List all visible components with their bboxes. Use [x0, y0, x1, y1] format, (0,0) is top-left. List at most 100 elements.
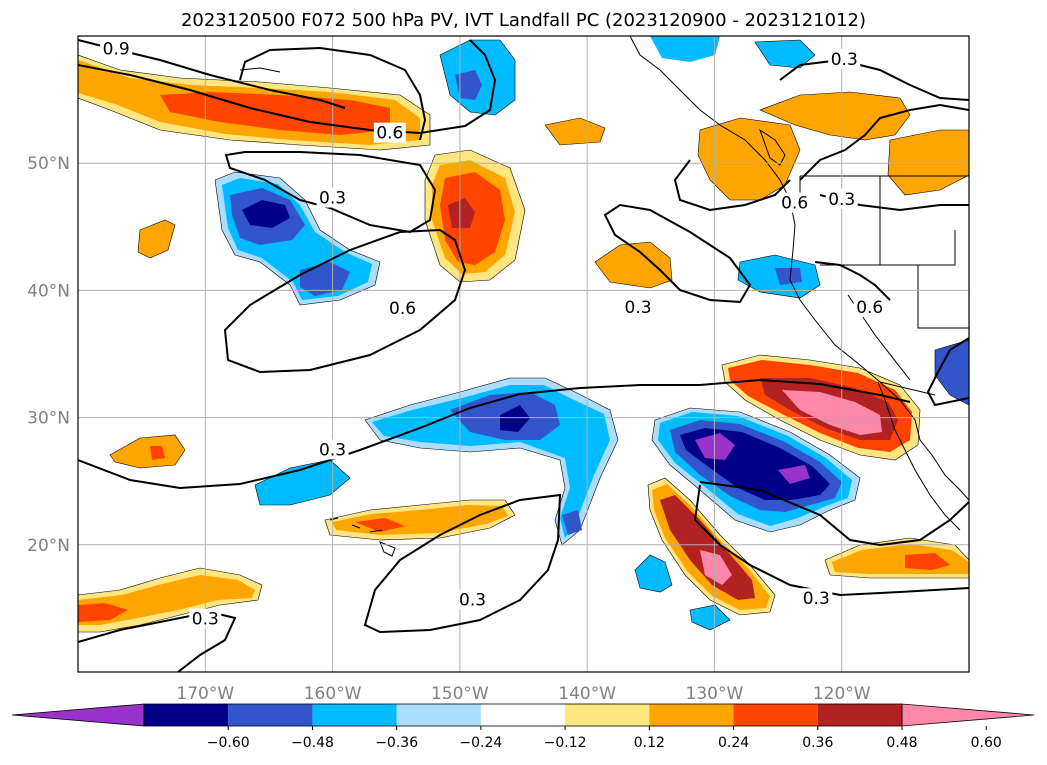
colorbar-tick-label: −0.24: [459, 735, 502, 751]
colorbar-tick-label: 0.12: [634, 735, 665, 751]
positive-region: [355, 518, 405, 532]
positive-region: [697, 117, 801, 201]
contour-line: [699, 481, 969, 547]
contour-label: 0.3: [192, 610, 219, 630]
coastline: [877, 381, 961, 531]
lon-tick-label: 120°W: [813, 684, 871, 704]
contour-line: [814, 261, 891, 301]
positive-region: [448, 198, 475, 228]
lon-axis: 170°W 160°W 150°W 140°W 130°W 120°W: [176, 684, 870, 704]
colorbar-segment: [228, 704, 313, 726]
contour-line: [799, 103, 969, 181]
colorbar-segment: [396, 704, 481, 726]
lon-tick-label: 160°W: [304, 684, 362, 704]
filled-contours: [78, 36, 969, 633]
negative-region: [775, 268, 802, 285]
negative-region: [254, 459, 351, 506]
contour-label: 0.9: [103, 40, 130, 60]
positive-region: [887, 129, 969, 196]
colorbar-tick-label: −0.60: [207, 735, 250, 751]
positive-region: [109, 434, 186, 469]
contour-line: [603, 203, 752, 304]
coastline: [329, 517, 396, 557]
contour-labels: 0.9 0.6 0.3 0.6 0.3 0.3 0.3 0.3 0.3 0.6 0.3 0.6 0.3: [100, 38, 886, 630]
colorbar-tick-label: −0.36: [375, 735, 418, 751]
positive-region: [782, 390, 882, 435]
contour-line: [363, 493, 562, 634]
negative-region: [634, 554, 673, 593]
contour-label: 0.3: [803, 589, 830, 609]
negative-region: [695, 433, 735, 460]
contour-line: [78, 610, 237, 672]
lat-axis: 20°N 30°N 40°N 50°N: [27, 154, 70, 556]
lon-tick-label: 170°W: [176, 684, 234, 704]
colorbar-tick-label: 0.48: [886, 735, 917, 751]
colorbar-segment: [144, 704, 229, 726]
contour-label-background: [316, 439, 349, 460]
colorbar: −0.60 −0.48 −0.36 −0.24 −0.12 0.12 0.24 0.36 0.4…: [11, 703, 1035, 751]
contour-line: [239, 46, 427, 141]
positive-region: [137, 219, 176, 259]
negative-region: [778, 465, 810, 484]
positive-region: [905, 553, 950, 570]
contour-line: [223, 228, 467, 374]
positive-region: [700, 550, 732, 585]
contour-label: 0.6: [376, 124, 403, 144]
colorbar-extend-max: [901, 703, 1035, 727]
lon-tick-label: 150°W: [431, 684, 489, 704]
colorbar-tick-label: 0.36: [802, 735, 833, 751]
negative-region: [754, 39, 816, 69]
positive-region: [594, 241, 673, 289]
coastline: [759, 128, 786, 166]
colorbar-segment: [733, 704, 818, 726]
coastline: [629, 36, 969, 501]
lon-tick-label: 130°W: [686, 684, 744, 704]
contour-label-background: [373, 122, 406, 143]
contour-label: 0.3: [459, 590, 486, 610]
contour-label-background: [386, 298, 419, 319]
colorbar-extend-min: [11, 703, 145, 727]
contour-label-background: [825, 188, 858, 209]
negative-region: [689, 604, 731, 631]
contour-line: [779, 58, 969, 101]
map-content: 0.9 0.6 0.3 0.6 0.3 0.3 0.3 0.3 0.3 0.6 0.3 0.6 0.3: [78, 36, 969, 672]
contour-label: 0.3: [828, 190, 855, 210]
colorbar-tick-label: −0.12: [544, 735, 587, 751]
colorbar-tick-label: −0.48: [291, 735, 334, 751]
negative-region: [242, 200, 290, 228]
colorbar-segment: [649, 704, 734, 726]
contour-label: 0.3: [831, 50, 858, 70]
colorbar-tick-label: 0.60: [971, 735, 1002, 751]
chart-title: 2023120500 F072 500 hPa PV, IVT Landfall…: [180, 10, 867, 31]
colorbar-tick-label: 0.24: [718, 735, 749, 751]
contour-label: 0.6: [781, 194, 808, 214]
negative-region: [455, 70, 482, 100]
gridlines: [78, 36, 969, 672]
colorbar-segment: [312, 704, 397, 726]
contour-label: 0.6: [856, 298, 883, 318]
lat-tick-label: 50°N: [27, 154, 70, 174]
contour-label-background: [622, 296, 655, 317]
contour-label: 0.6: [389, 299, 416, 319]
contour-label: 0.3: [625, 298, 652, 318]
border: [879, 381, 936, 396]
negative-region: [562, 510, 582, 535]
positive-region: [78, 603, 128, 622]
border: [917, 265, 969, 329]
negative-region: [300, 262, 350, 296]
map-frame: [77, 35, 970, 673]
contour-label-background: [800, 588, 833, 609]
contour-label-background: [316, 187, 349, 208]
contour-line: [78, 378, 911, 490]
contour-label-background: [828, 48, 861, 69]
contour-label: 0.3: [319, 189, 346, 209]
contour-line: [224, 151, 437, 234]
contour-label-background: [456, 589, 489, 610]
contour-label-background: [189, 608, 222, 629]
lat-tick-label: 30°N: [27, 409, 70, 429]
contour-label: 0.3: [319, 440, 346, 460]
colorbar-frame: [143, 703, 903, 727]
contour-label-background: [853, 296, 886, 317]
negative-region: [500, 405, 530, 432]
